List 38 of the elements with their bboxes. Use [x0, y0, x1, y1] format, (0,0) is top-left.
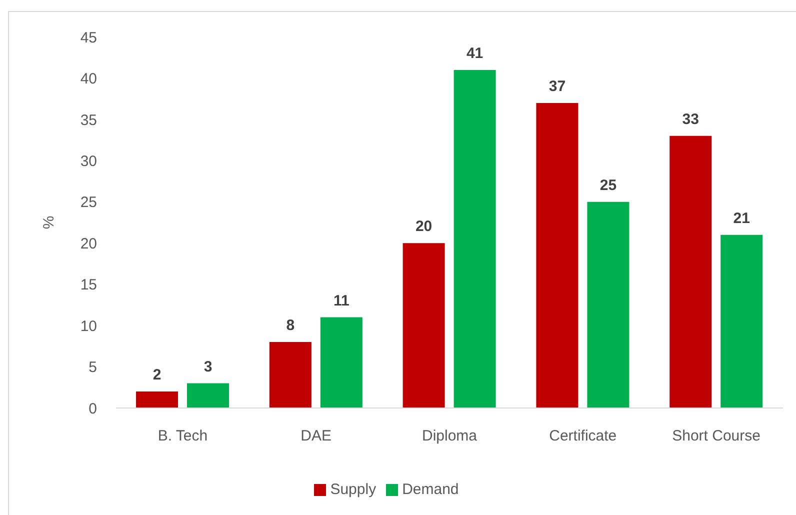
data-label: 3	[204, 358, 212, 376]
data-label: 2	[152, 366, 162, 384]
y-tick-label: 10	[80, 318, 97, 335]
data-label: 25	[600, 176, 617, 194]
data-label: 21	[733, 210, 750, 227]
x-tick-label: Short Course	[672, 428, 760, 445]
y-tick-label: 0	[88, 400, 97, 418]
data-label: 33	[682, 110, 699, 128]
y-tick-label: 15	[80, 276, 97, 294]
x-tick-label: Certificate	[549, 428, 617, 445]
data-label: 41	[466, 44, 484, 62]
y-tick-label: 30	[80, 152, 97, 170]
legend-label: Demand	[402, 481, 459, 498]
legend-label: Supply	[330, 481, 376, 498]
y-axis-title: %	[40, 216, 58, 230]
data-label: 11	[333, 292, 350, 310]
x-tick-label: Diploma	[422, 428, 478, 445]
bar	[320, 317, 362, 408]
y-tick-label: 40	[80, 70, 97, 88]
bar	[720, 234, 763, 408]
data-label: 8	[286, 317, 295, 334]
bar	[536, 102, 578, 408]
bar	[670, 136, 712, 408]
x-tick-label: B. Tech	[158, 428, 208, 445]
y-tick-label: 45	[80, 29, 97, 46]
bar	[187, 383, 230, 408]
bar	[136, 392, 178, 408]
y-tick-label: 35	[80, 112, 97, 129]
bar	[587, 202, 630, 408]
data-label: 20	[415, 218, 432, 236]
x-tick-label: DAE	[300, 428, 332, 445]
bar	[269, 342, 312, 408]
y-tick-label: 20	[80, 235, 97, 252]
bar	[402, 243, 445, 408]
bar	[454, 70, 496, 408]
data-label: 37	[548, 78, 566, 95]
y-tick-label: 5	[88, 359, 97, 376]
y-tick-label: 25	[80, 194, 97, 212]
